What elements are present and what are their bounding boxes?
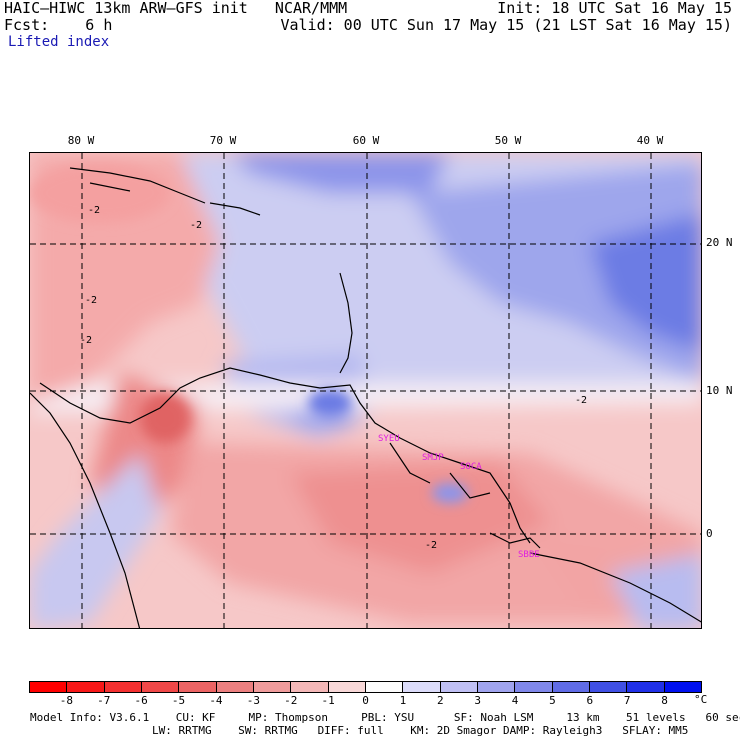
product-title: HAIC–HIWC 13km ARW–GFS init NCAR/MMM: [4, 0, 348, 17]
contour-label: -2: [425, 540, 437, 551]
station-label: SMJP: [422, 453, 444, 463]
latitude-axis: 20 N 10 N 0: [706, 0, 740, 740]
contour-label: -2: [190, 220, 202, 231]
colorbar-labels: -8 -7 -6 -5 -4 -3 -2 -1 0 1 2 3 4 5 6 7 8: [29, 694, 702, 708]
colorbar-swatch: [515, 682, 553, 692]
amazon-delta: [489, 532, 541, 549]
colorbar-swatch: [104, 682, 142, 692]
cuba-coast: [69, 167, 206, 204]
station-label: SBBE: [518, 550, 540, 560]
lat-label: 20 N: [706, 236, 733, 249]
coast-stable-patch: [308, 389, 352, 417]
lifted-index-map: -2 -2 -2 -2 -2 -2 SYEU SMJP SOCA SBBE: [29, 152, 702, 629]
brazil-coast: [529, 552, 701, 623]
colorbar-swatch: [179, 682, 217, 692]
colorbar-swatch: [365, 682, 404, 692]
lat-label: 10 N: [706, 384, 733, 397]
station-label: SOCA: [460, 462, 482, 472]
lat-label: 0: [706, 527, 713, 540]
colorbar-tick-label: -8: [59, 694, 73, 707]
coastlines: [30, 167, 701, 628]
contour-labels: -2 -2 -2 -2 -2 -2: [80, 205, 587, 551]
grid-lines: [30, 153, 701, 628]
longitude-axis: 80 W 70 W 60 W 50 W 40 W: [0, 134, 740, 150]
init-time: Init: 18 UTC Sat 16 May 15: [497, 0, 732, 17]
colorbar-tick-label: -2: [284, 694, 298, 707]
colorbar-tick-label: -7: [97, 694, 111, 707]
model-info-line-2: LW: RRTMG SW: RRTMG DIFF: full KM: 2D Sm…: [152, 724, 689, 737]
colorbar-swatch: [253, 682, 292, 692]
lon-label: 40 W: [636, 134, 664, 147]
colorbar-swatch: [552, 682, 590, 692]
contour-label: -2: [80, 335, 92, 346]
lon-label: 60 W: [352, 134, 380, 147]
colorbar-swatch: [67, 682, 105, 692]
contour-label: -2: [85, 295, 97, 306]
colorbar: [29, 681, 702, 693]
lon-label: 50 W: [494, 134, 522, 147]
colorbar-unit: °C: [694, 693, 708, 706]
colorbar-swatch: [403, 682, 441, 692]
colorbar-swatch: [589, 682, 628, 692]
valid-time: Valid: 00 UTC Sun 17 May 15 (21 LST Sat …: [280, 16, 732, 34]
colorbar-tick-label: 3: [474, 694, 481, 707]
andes-stable: [30, 453, 160, 628]
panama-strong-unstable: [140, 393, 190, 443]
colorbar-swatch: [627, 682, 665, 692]
colorbar-tick-label: 4: [511, 694, 519, 707]
colorbar-swatch: [216, 682, 254, 692]
lon-label: 70 W: [209, 134, 237, 147]
station-label: SYEU: [378, 434, 400, 444]
colorbar-tick-label: 7: [623, 694, 631, 707]
colorbar-swatch: [477, 682, 516, 692]
colorbar-tick-label: 8: [661, 694, 668, 707]
lesser-antilles: [339, 272, 353, 374]
map-canvas: -2 -2 -2 -2 -2 -2 SYEU SMJP SOCA SBBE: [30, 153, 701, 628]
colorbar-swatch: [664, 682, 701, 692]
lon-label: 80 W: [67, 134, 95, 147]
colorbar-tick-label: -6: [134, 694, 148, 707]
colorbar-tick-label: -4: [209, 694, 223, 707]
amazon-core-unstable: [290, 463, 550, 573]
colorbar-tick-label: 5: [549, 694, 556, 707]
colorbar-swatch: [328, 682, 366, 692]
forecast-hour: Fcst: 6 h: [4, 16, 113, 34]
stable-strong-east: [590, 213, 701, 353]
colorbar-swatch: [440, 682, 478, 692]
colorbar-tick-label: 1: [399, 694, 407, 707]
colorbar-tick-label: -3: [246, 694, 260, 707]
station-labels: SYEU SMJP SOCA SBBE: [378, 434, 540, 560]
colorbar-swatch: [291, 682, 329, 692]
model-info-line-1: Model Info: V3.6.1 CU: KF MP: Thompson P…: [30, 711, 740, 724]
guiana-rivers: [389, 442, 491, 499]
central-america-coast: [30, 392, 141, 628]
guiana-stable-patch: [432, 483, 468, 503]
variable-name: Lifted index: [8, 34, 110, 50]
hispaniola-coast: [209, 202, 261, 216]
colorbar-tick-label: 6: [586, 694, 594, 707]
colorbar-tick-label: -1: [321, 694, 335, 707]
colorbar-tick-label: -5: [171, 694, 186, 707]
south-america-north-coast: [39, 367, 531, 544]
stable-core-east: [410, 163, 701, 383]
colorbar-tick-label: 0: [362, 694, 369, 707]
southeast-stable-patch: [610, 553, 701, 628]
stable-north: [230, 153, 450, 193]
contour-label: -2: [88, 205, 100, 216]
colorbar-swatch: [30, 682, 68, 692]
colorbar-swatch: [141, 682, 180, 692]
colorbar-tick-label: 2: [436, 694, 444, 707]
contour-label: -2: [575, 395, 587, 406]
